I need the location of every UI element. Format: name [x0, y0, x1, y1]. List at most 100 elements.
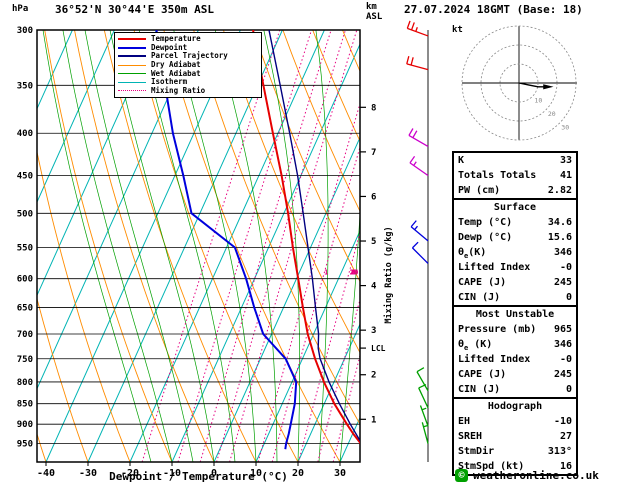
pressure-tick-label: 850: [17, 400, 33, 410]
isotherms: [37, 30, 360, 462]
table-row-value: 34.6: [547, 217, 572, 228]
copyright-text: weatheronline.co.uk: [473, 469, 599, 482]
km-tick-label: 1: [371, 415, 376, 425]
table-section: Surface Temp (°C) 34.6 Dewp (°C) 15.6 θe(K) 34…: [454, 198, 576, 305]
hodograph-unit-label: kt: [452, 25, 463, 35]
temp-tick-label: 20: [292, 468, 304, 479]
table-row-value: 41: [559, 170, 572, 181]
hodograph-ring: [461, 25, 577, 141]
legend-item-label: Dry Adiabat: [151, 60, 201, 70]
wind-barb: [409, 155, 429, 177]
temp-tick-label: -10: [163, 468, 181, 479]
table-row: SREH 27: [454, 429, 576, 444]
table-row-label: Pressure (mb): [458, 324, 537, 335]
temp-tick-label: 0: [211, 468, 217, 479]
table-row: Lifted Index -0: [454, 260, 576, 275]
lcl-marker: LCL: [360, 344, 386, 353]
table-section-heading: Surface: [493, 202, 537, 213]
legend-line-sample: [118, 73, 146, 75]
table-row-label: CAPE (J): [458, 277, 507, 288]
table-row-value: 245: [553, 369, 572, 380]
lcl-label: LCL: [371, 344, 386, 353]
table-row: StmDir 313°: [454, 444, 576, 459]
temp-tick-label: 10: [250, 468, 262, 479]
table-row-value: -0: [559, 262, 572, 273]
table-row-value: 245: [553, 277, 572, 288]
legend-item: Wet Adiabat: [118, 69, 258, 78]
legend-item-label: Parcel Trajectory: [151, 51, 228, 61]
table-row: CIN (J) 0: [454, 382, 576, 397]
mixing-ratio-value-label: 2: [352, 269, 356, 277]
table-row-value: 16: [559, 461, 572, 472]
pressure-axis-unit: hPa: [12, 4, 29, 14]
table-row: θe (K) 346: [454, 337, 576, 352]
table-row-label: θe (K): [458, 339, 493, 352]
table-row-label: θe(K): [458, 247, 487, 260]
sounding-curves: [155, 30, 360, 450]
km-tick-label: 5: [371, 237, 376, 247]
table-row: Temp (°C) 34.6: [454, 215, 576, 230]
km-tick-label: 3: [371, 326, 376, 336]
km-tick-label: 2: [371, 371, 376, 381]
table-row-value: 346: [553, 339, 572, 350]
mixing-ratio-value-label: 4: [352, 269, 356, 277]
hodograph-trace: [518, 82, 548, 88]
km-tick-label: 8: [371, 103, 376, 113]
table-row-label: SREH: [458, 431, 483, 442]
table-row-label: CIN (J): [458, 292, 501, 303]
table-row-label: EH: [458, 416, 471, 427]
station-title: 36°52'N 30°44'E 350m ASL: [55, 3, 214, 16]
wind-barb: [419, 405, 429, 427]
hodograph-ring-label: 10: [534, 96, 542, 104]
legend-item: Isotherm: [118, 78, 258, 87]
wind-barb: [406, 20, 429, 37]
table-row-value: 0: [565, 292, 572, 303]
mixing-ratio-value-label: 10: [350, 269, 358, 277]
pressure-tick-label: 350: [17, 81, 33, 91]
table-section: Hodograph EH -10 SREH 27 StmDir 313° StmSpd (kt…: [454, 397, 576, 474]
copyright: © weatheronline.co.uk: [455, 469, 599, 482]
pressure-tick-label: 450: [17, 171, 33, 181]
pressure-tick-label: 400: [17, 129, 33, 139]
km-tick-label: 4: [371, 282, 377, 292]
table-row-label: Dewp (°C): [458, 232, 513, 243]
km-axis-unit-line1: km: [366, 2, 377, 12]
table-row-value: 33: [559, 155, 572, 166]
table-row-value: 15.6: [547, 232, 572, 243]
plot-border: [36, 29, 361, 463]
table-row-label: CIN (J): [458, 384, 501, 395]
table-row: Lifted Index -0: [454, 352, 576, 367]
mixing-ratio-axis-label: Mixing Ratio (g/kg): [383, 226, 394, 323]
table-row-label: CAPE (J): [458, 369, 507, 380]
mixing-ratio-value-label: 3: [352, 269, 356, 277]
mixing-ratio-value-label: 25: [350, 269, 358, 277]
table-row: CAPE (J) 245: [454, 275, 576, 290]
pressure-tick-label: 700: [17, 330, 33, 340]
table-row: Dewp (°C) 15.6: [454, 230, 576, 245]
legend-item: Dewpoint: [118, 43, 258, 53]
table-section: Most Unstable Pressure (mb) 965 θe (K) 346 Li…: [454, 305, 576, 397]
table-row: Totals Totals 41: [454, 168, 576, 183]
legend-item: Parcel Trajectory: [118, 52, 258, 61]
pressure-tick-label: 950: [17, 440, 33, 450]
pressure-tick-label: 600: [17, 275, 33, 285]
table-row-value: 0: [565, 384, 572, 395]
table-row: PW (cm) 2.82: [454, 183, 576, 198]
table-row: EH -10: [454, 414, 576, 429]
wind-barb: [408, 128, 429, 147]
table-section: K 33 Totals Totals 41 PW (cm) 2.82: [454, 153, 576, 198]
wind-barb: [406, 56, 429, 71]
table-row-label: Totals Totals: [458, 170, 537, 181]
legend-item: Mixing Ratio: [118, 86, 258, 96]
mixing-ratio-value-label: 15: [350, 269, 358, 277]
hodograph-arrow: [543, 84, 554, 90]
copyright-icon: ©: [455, 469, 468, 482]
pressure-tick-label: 650: [17, 303, 33, 313]
table-row-value: 965: [553, 324, 572, 335]
wind-barbs: [406, 20, 429, 462]
mixing-ratio-value-label: 8: [352, 269, 356, 277]
legend: Temperature Dewpoint Parcel Trajectory Dry …: [114, 32, 262, 99]
table-row-label: Lifted Index: [458, 354, 531, 365]
stats-table: K 33 Totals Totals 41 PW (cm) 2.82 Surface Temp…: [452, 151, 578, 476]
